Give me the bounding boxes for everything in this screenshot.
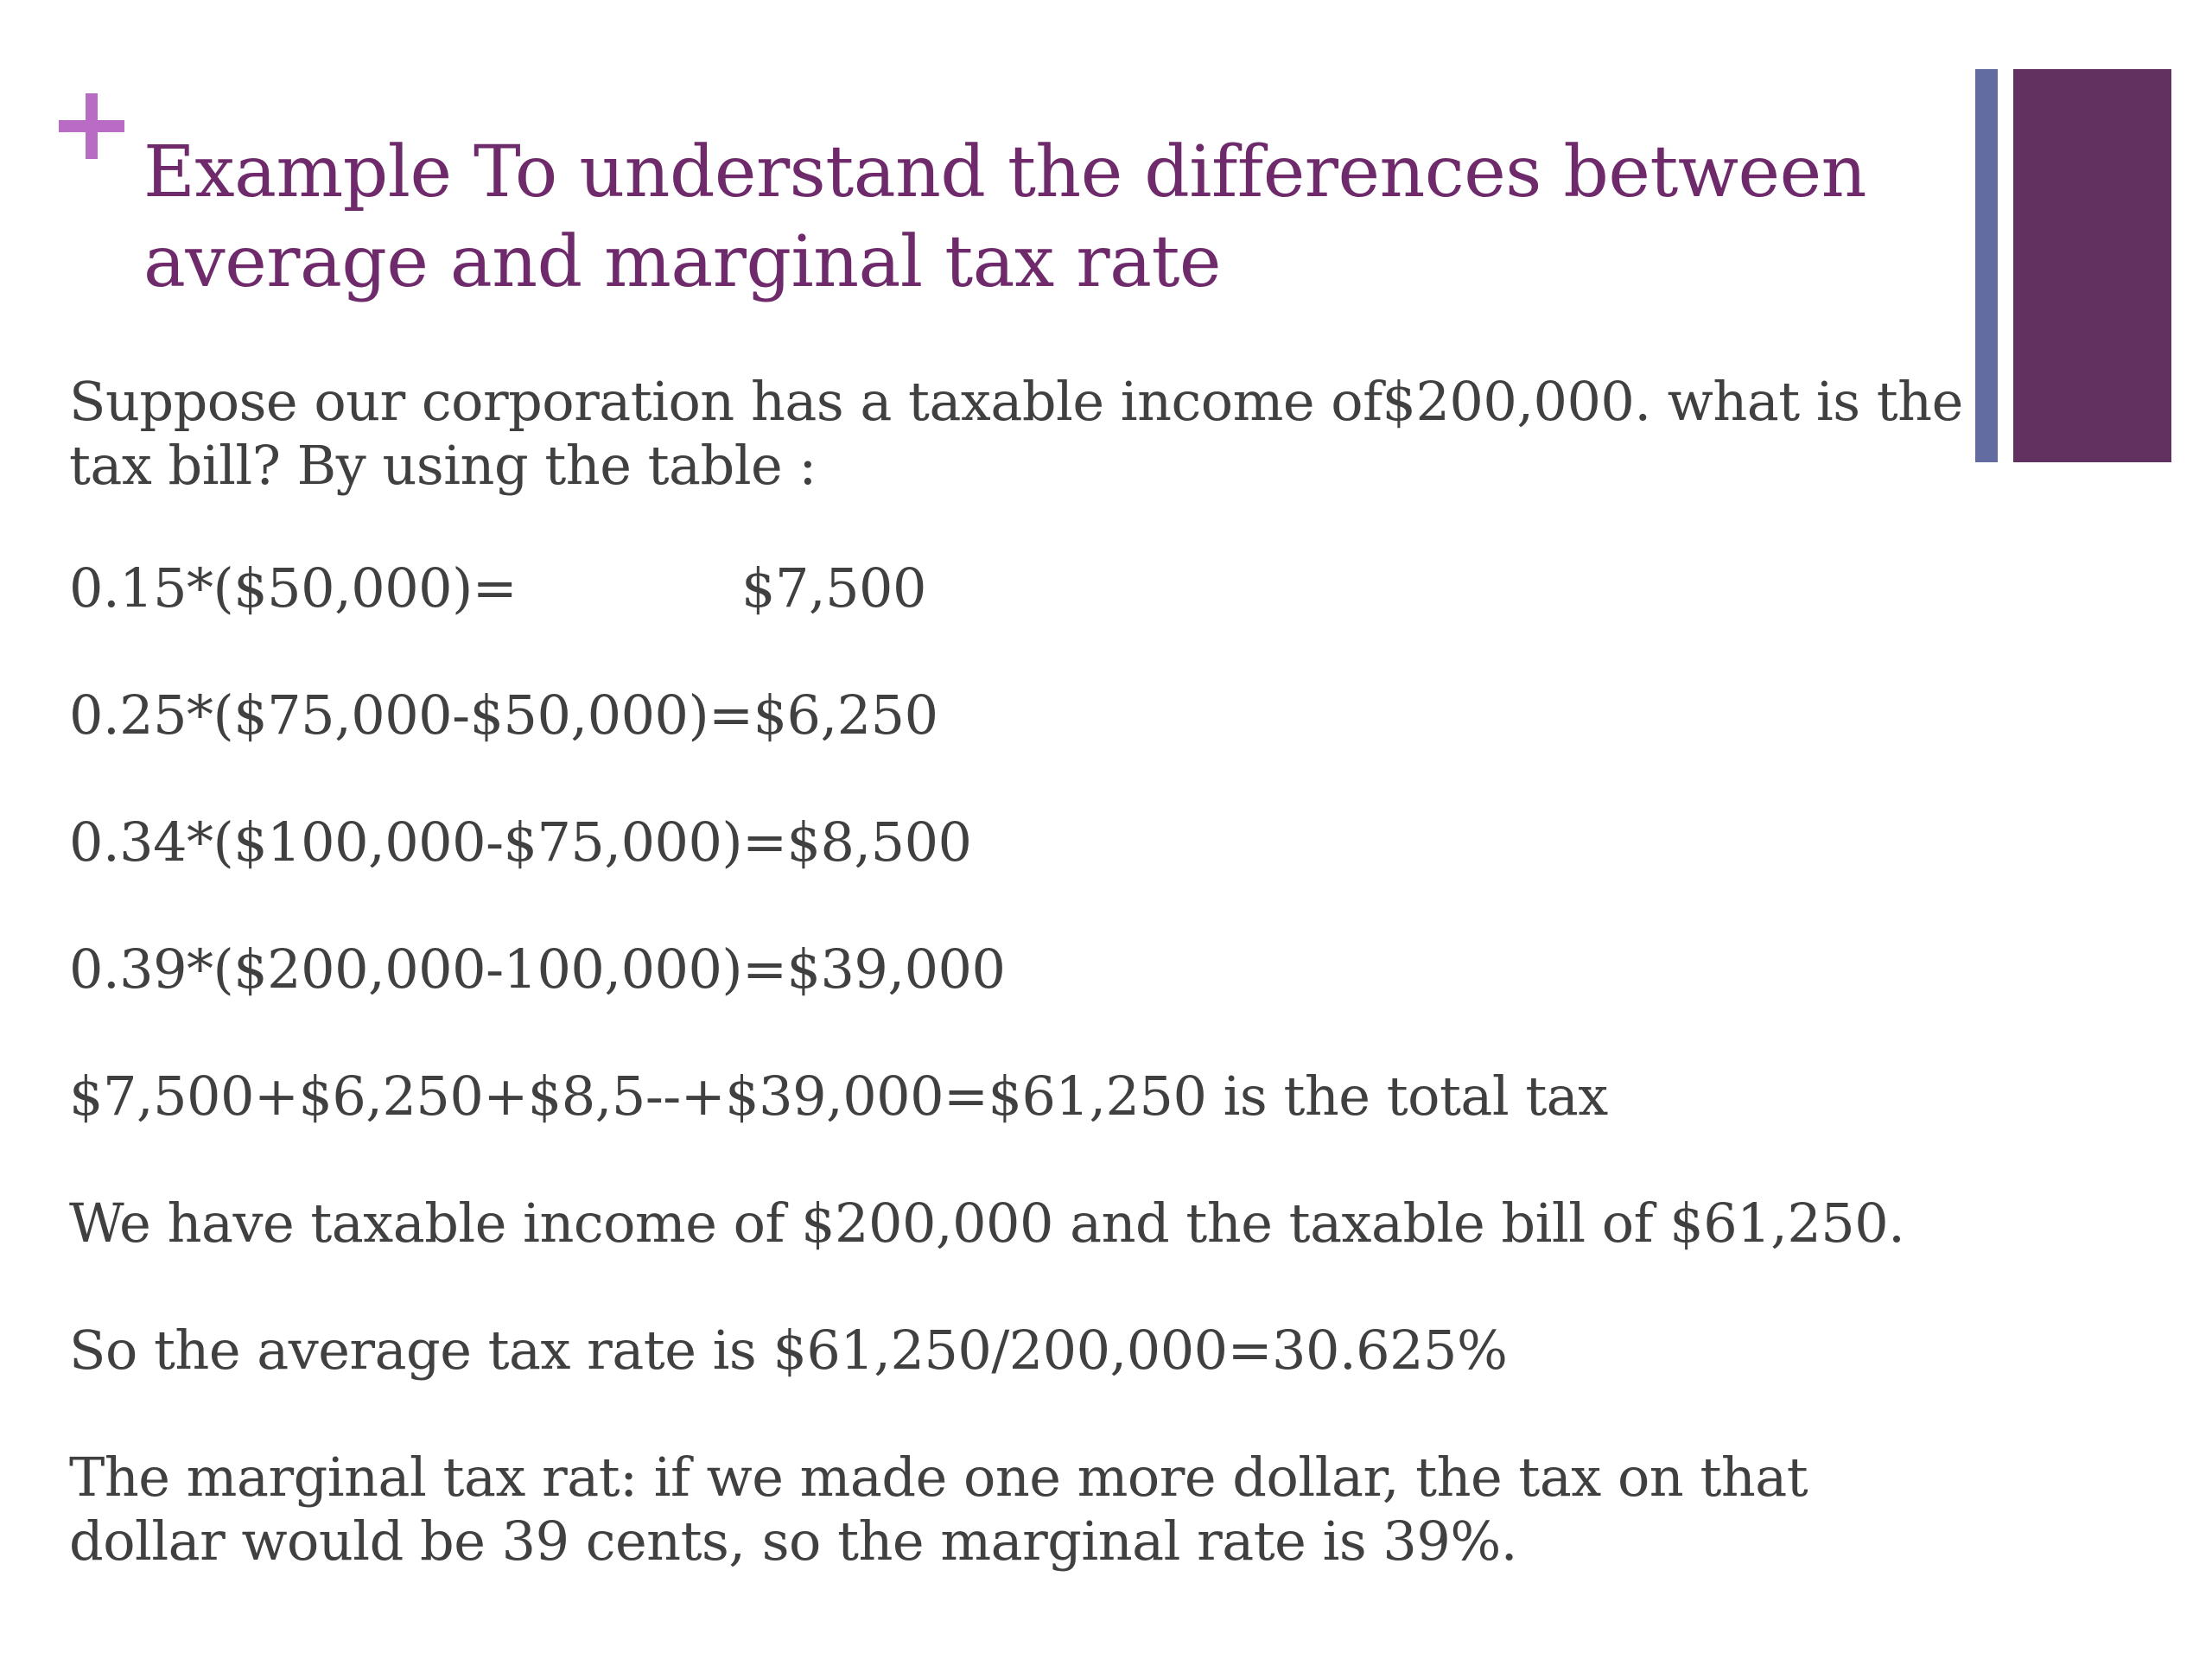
calculation-line-2: 0.25*($75,000-$50,000)=$6,250	[69, 683, 938, 747]
slide-body: Suppose our corporation has a taxable in…	[69, 370, 1970, 1573]
summary-line: We have taxable income of $200,000 and t…	[69, 1192, 1905, 1255]
calculation-line-1: 0.15*($50,000)= $7,500	[69, 556, 1970, 620]
plus-icon	[59, 93, 124, 159]
slide-title: Example To understand the differences be…	[143, 131, 1866, 303]
intro-paragraph: Suppose our corporation has a taxable in…	[69, 370, 1980, 497]
decorative-bar-wide	[2013, 69, 2171, 462]
plus-icon-vertical	[86, 93, 98, 159]
calculation-line-4: 0.39*($200,000-100,000)=$39,000	[69, 938, 1006, 1001]
decorative-bar-thin	[1975, 69, 1998, 462]
calculation-line-3: 0.34*($100,000-$75,000)=$8,500	[69, 810, 972, 874]
calculation-1-result: $7,500	[741, 556, 926, 620]
calculation-1-expression: 0.15*($50,000)=	[69, 556, 518, 620]
average-rate-line: So the average tax rate is $61,250/200,0…	[69, 1319, 1508, 1382]
marginal-rate-paragraph: The marginal tax rat: if we made one mor…	[69, 1446, 1825, 1573]
total-tax-line: $7,500+$6,250+$8,5--+$39,000=$61,250 is …	[69, 1065, 1608, 1128]
